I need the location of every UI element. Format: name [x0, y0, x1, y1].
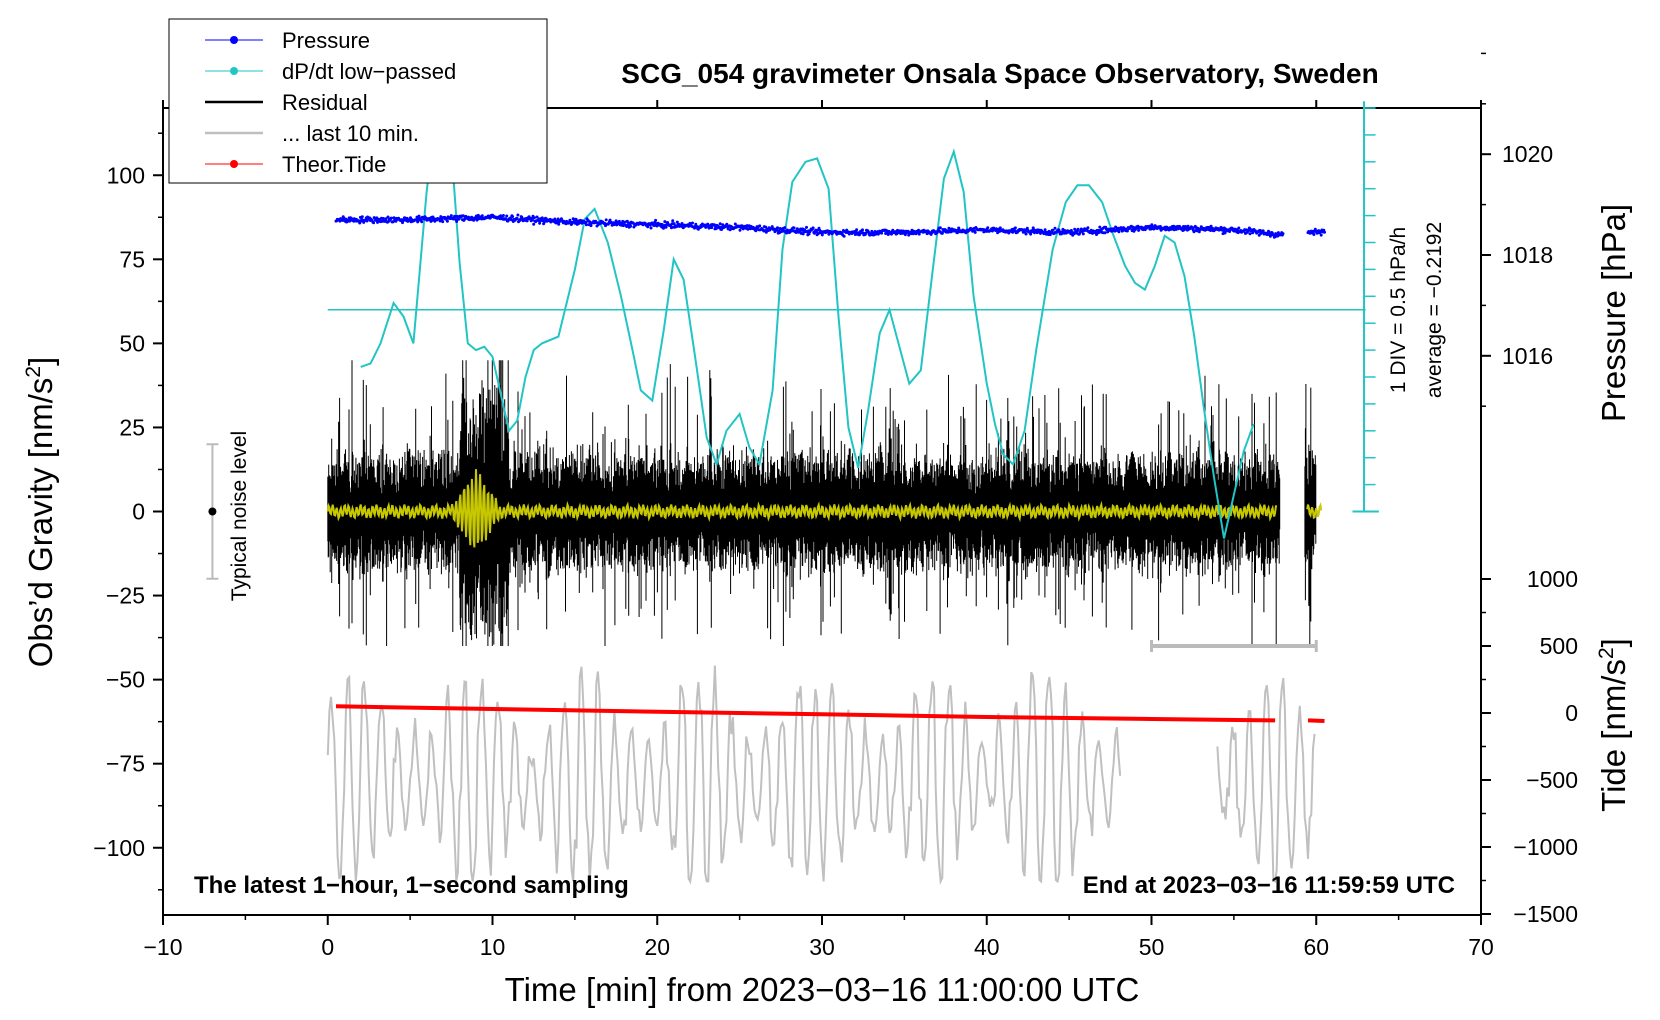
x-tick-label: 70: [1468, 934, 1494, 960]
x-tick-label: 40: [974, 934, 1000, 960]
tide-axis-label: Tide [nm/s2]: [1595, 638, 1632, 812]
bottom-right-annotation: End at 2023−03−16 11:59:59 UTC: [1083, 872, 1455, 899]
div-label: 1 DIV = 0.5 hPa/h: [1387, 227, 1410, 393]
y-axis-label-left-end: ]: [22, 357, 59, 366]
last-10-min-series: [326, 665, 1316, 886]
legend-swatch-dot: [230, 160, 238, 168]
residual-lowpass-trace: [1306, 502, 1323, 520]
tide-tick-label: −500: [1526, 767, 1578, 793]
pressure-axis-label: Pressure [hPa]: [1595, 204, 1632, 422]
x-tick-label: 10: [480, 934, 506, 960]
tide-trace-after-gap: [1307, 718, 1325, 723]
y-tick-label: 100: [107, 162, 145, 188]
legend-label: Pressure: [282, 28, 370, 53]
pressure-tick-label: 1020: [1502, 141, 1553, 167]
legend-swatch-dot: [230, 36, 238, 44]
x-tick-label: 50: [1139, 934, 1165, 960]
tide-tick-label: −1500: [1513, 901, 1578, 927]
y-tick-label: −100: [93, 835, 145, 861]
tide-series: [335, 704, 1325, 723]
chart-title: SCG_054 gravimeter Onsala Space Observat…: [621, 58, 1378, 89]
average-label: average = −0.2192: [1423, 222, 1446, 398]
noise-dot: [208, 507, 217, 516]
tide-axis-label-main: Tide [nm/s: [1595, 659, 1632, 812]
bottom-left-annotation: The latest 1−hour, 1−second sampling: [194, 872, 629, 899]
last-10-min-trace: [1216, 677, 1316, 884]
y-axis-label-left-main: Obs’d Gravity [nm/s: [22, 378, 59, 668]
x-axis-label: Time [min] from 2023−03−16 11:00:00 UTC: [505, 971, 1140, 1008]
y-axis-label-left: Obs’d Gravity [nm/s2]: [22, 357, 59, 668]
legend-swatch-dot: [230, 67, 238, 75]
y-tick-label: −50: [106, 667, 145, 693]
pressure-series: [334, 213, 1327, 239]
x-tick-label: −10: [143, 934, 182, 960]
pressure-dots: [334, 213, 1327, 239]
pressure-tick-label: 1018: [1502, 242, 1553, 268]
noise-level-label: Typical noise level: [228, 431, 251, 601]
chart-annotations: [206, 443, 1318, 652]
tide-axis-label-sup: 2: [1595, 647, 1618, 659]
x-tick-label: 30: [809, 934, 835, 960]
x-tick-label: 0: [321, 934, 334, 960]
tide-tick-label: −1000: [1513, 834, 1578, 860]
last-10-min-trace: [326, 665, 1122, 886]
legend-label: Residual: [282, 90, 368, 115]
tide-tick-label: 500: [1540, 633, 1578, 659]
legend-label: dP/dt low−passed: [282, 59, 456, 84]
y-axis-label-left-sup: 2: [22, 366, 45, 378]
y-tick-label: 25: [119, 414, 145, 440]
y-tick-label: 75: [119, 246, 145, 272]
legend-items: Pressure dP/dt low−passed Residual ... last…: [205, 28, 456, 177]
pressure-tick-label: 1016: [1502, 343, 1553, 369]
legend-label: Theor.Tide: [282, 152, 386, 177]
legend-label: ... last 10 min.: [282, 121, 419, 146]
y-tick-label: 50: [119, 330, 145, 356]
tide-tick-label: 1000: [1527, 566, 1578, 592]
legend: Pressure dP/dt low−passed Residual ... last…: [168, 18, 548, 184]
tide-tick-label: 0: [1565, 700, 1578, 726]
residual-lowpass-trace: [326, 469, 1278, 548]
x-tick-label: 60: [1303, 934, 1329, 960]
y-tick-label: −75: [106, 751, 145, 777]
tide-axis-label-end: ]: [1595, 638, 1632, 647]
residual-lowpass-series: [326, 469, 1323, 548]
x-tick-label: 20: [644, 934, 670, 960]
y-tick-label: −25: [106, 583, 145, 609]
tide-trace: [335, 704, 1276, 723]
y-tick-label: 0: [132, 499, 145, 525]
chart-axes: −10 0 10 20 30 40 50 60 701007550250−25−50−75−10…: [93, 52, 1578, 960]
